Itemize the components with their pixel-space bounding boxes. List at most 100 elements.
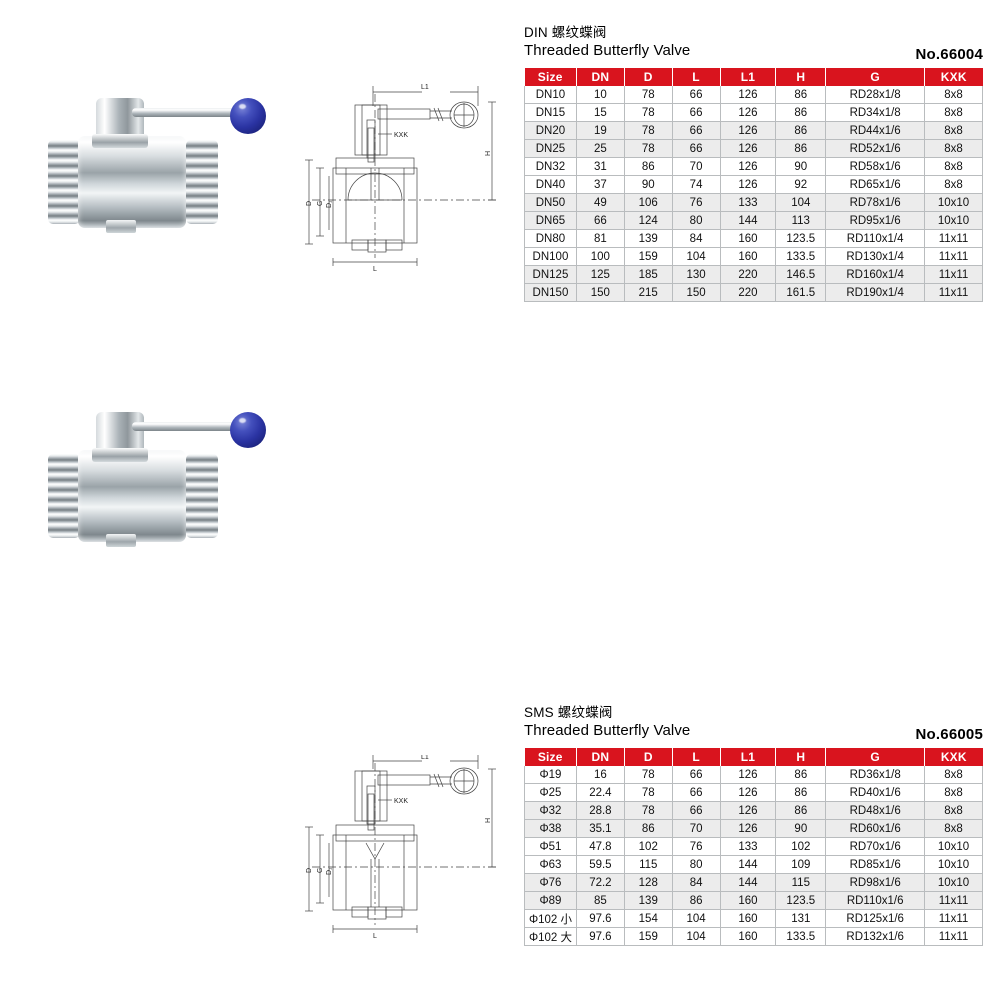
cad-svg-din: L1 KXK L D G D₁ H <box>305 84 498 273</box>
table-cell: 86 <box>624 157 673 176</box>
table-cell: 66 <box>672 783 721 802</box>
table-cell: 139 <box>624 229 673 248</box>
table-cell: 86 <box>775 766 827 784</box>
valve-thread-right <box>186 140 218 224</box>
table-cell: 10x10 <box>924 211 983 230</box>
cad-label-g: G <box>317 201 324 206</box>
column-header-dn: DN <box>576 748 625 766</box>
table-cell: DN25 <box>524 139 577 158</box>
table-cell: 22.4 <box>576 783 625 802</box>
table-cell: 86 <box>672 891 721 910</box>
table-row: Φ25 22.4 78 66 126 86 RD40x1/6 8x8 <box>524 783 983 802</box>
table-row: DN150 150 215 150 220 161.5 RD190x1/4 11x11 <box>524 283 983 302</box>
table-row: DN25 25 78 66 126 86 RD52x1/6 8x8 <box>524 139 983 158</box>
cad-label-d1: D₁ <box>326 200 333 208</box>
table-cell: 97.6 <box>576 927 625 946</box>
table-cell: 126 <box>720 157 777 176</box>
valve-thread-right <box>186 454 218 538</box>
table-cell: 11x11 <box>924 229 983 248</box>
table-cell: 220 <box>720 283 777 302</box>
table-cell: 86 <box>775 86 827 104</box>
table-cell: RD58x1/6 <box>825 157 926 176</box>
cad-drawing-sms: L1 KXK L D G D₁ H <box>300 755 515 990</box>
product-title-cn: DIN 螺纹蝶阀 <box>524 25 607 40</box>
table-cell: 144 <box>720 873 777 892</box>
table-cell: 66 <box>672 121 721 140</box>
table-cell: RD28x1/8 <box>825 86 926 104</box>
table-row: Φ51 47.8 102 76 133 102 RD70x1/6 10x10 <box>524 837 983 856</box>
table-row: Φ19 16 78 66 126 86 RD36x1/8 8x8 <box>524 766 983 784</box>
table-cell: 8x8 <box>924 103 983 122</box>
table-cell: DN32 <box>524 157 577 176</box>
spec-table-din: Size DN D L L1 H G KXK DN10 10 78 66 126 86 RD… <box>524 68 983 302</box>
table-cell: 86 <box>775 801 827 820</box>
table-cell: 123.5 <box>775 229 827 248</box>
table-cell: 97.6 <box>576 909 625 928</box>
table-row: Φ102 大 97.6 159 104 160 133.5 RD132x1/6 11x11 <box>524 927 983 946</box>
table-cell: 133.5 <box>775 247 827 266</box>
table-cell: 28.8 <box>576 801 625 820</box>
table-cell: 11x11 <box>924 927 983 946</box>
column-header-size: Size <box>524 68 577 86</box>
product-title-en: Threaded Butterfly Valve <box>524 42 691 59</box>
table-cell: 160 <box>720 927 777 946</box>
table-row: DN10 10 78 66 126 86 RD28x1/8 8x8 <box>524 86 983 104</box>
valve-handle-knob <box>230 98 266 134</box>
table-cell: 10 <box>576 86 625 104</box>
table-cell: DN65 <box>524 211 577 230</box>
table-cell: 78 <box>624 86 673 104</box>
table-cell: 104 <box>775 193 827 212</box>
table-cell: 37 <box>576 175 625 194</box>
table-cell: RD160x1/4 <box>825 265 926 284</box>
valve-adjust-nut <box>106 220 136 233</box>
table-cell: 11x11 <box>924 283 983 302</box>
table-cell: Φ38 <box>524 819 577 838</box>
table-row: Φ32 28.8 78 66 126 86 RD48x1/6 8x8 <box>524 801 983 820</box>
cad-label-l1: L1 <box>421 755 429 761</box>
table-row: DN20 19 78 66 126 86 RD44x1/6 8x8 <box>524 121 983 140</box>
column-header-l1: L1 <box>720 748 777 766</box>
table-cell: 76 <box>672 837 721 856</box>
table-cell: DN80 <box>524 229 577 248</box>
valve-lever <box>132 108 250 117</box>
table-cell: 76 <box>672 193 721 212</box>
visual-area-din: L1 KXK L D G D₁ H <box>0 0 520 340</box>
table-cell: 66 <box>672 139 721 158</box>
valve-thread-left <box>48 454 80 538</box>
table-cell: DN40 <box>524 175 577 194</box>
table-cell: 78 <box>624 121 673 140</box>
table-row: DN80 81 139 84 160 123.5 RD110x1/4 11x11 <box>524 229 983 248</box>
table-row: DN125 125 185 130 220 146.5 RD160x1/4 11x11 <box>524 265 983 284</box>
table-cell: 35.1 <box>576 819 625 838</box>
table-cell: 126 <box>720 86 777 104</box>
table-cell: RD34x1/8 <box>825 103 926 122</box>
cad-label-g: G <box>317 868 324 873</box>
spec-heading-din: DIN 螺纹蝶阀 Threaded Butterfly Valve No.660… <box>524 24 983 64</box>
table-cell: 66 <box>672 766 721 784</box>
table-cell: Φ19 <box>524 766 577 784</box>
spec-heading-sms: SMS 螺纹蝶阀 Threaded Butterfly Valve No.660… <box>524 704 983 744</box>
table-cell: RD95x1/6 <box>825 211 926 230</box>
table-cell: 115 <box>624 855 673 874</box>
valve-photo-din <box>22 78 292 278</box>
table-cell: 47.8 <box>576 837 625 856</box>
table-cell: RD85x1/6 <box>825 855 926 874</box>
table-cell: RD65x1/6 <box>825 175 926 194</box>
column-header-g: G <box>825 748 926 766</box>
cad-label-d: D <box>306 201 313 206</box>
table-cell: RD70x1/6 <box>825 837 926 856</box>
table-cell: Φ25 <box>524 783 577 802</box>
table-cell: 78 <box>624 103 673 122</box>
table-cell: 10x10 <box>924 873 983 892</box>
table-cell: 133 <box>720 837 777 856</box>
table-cell: 8x8 <box>924 783 983 802</box>
table-cell: 126 <box>720 783 777 802</box>
table-cell: RD44x1/6 <box>825 121 926 140</box>
table-cell: Φ102 大 <box>524 927 577 946</box>
cad-label-kxk: KXK <box>394 798 408 805</box>
table-row: DN15 15 78 66 126 86 RD34x1/8 8x8 <box>524 103 983 122</box>
table-cell: 150 <box>672 283 721 302</box>
table-cell: 90 <box>624 175 673 194</box>
table-cell: DN10 <box>524 86 577 104</box>
table-cell: 185 <box>624 265 673 284</box>
